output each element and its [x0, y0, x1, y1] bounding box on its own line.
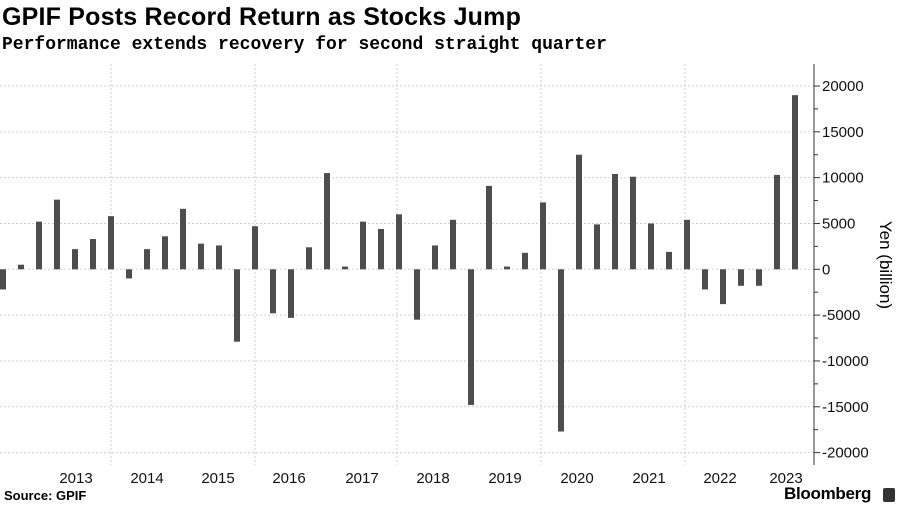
x-tick-label: 2018 [416, 470, 449, 487]
bar [324, 173, 330, 270]
bar [378, 228, 384, 270]
bar [720, 269, 726, 305]
bar [576, 154, 582, 270]
bar [522, 252, 528, 270]
bar [180, 208, 186, 270]
bar [36, 221, 42, 270]
bar [0, 269, 6, 290]
bar [774, 174, 780, 270]
x-tick-label: 2015 [201, 470, 234, 487]
bar [648, 223, 654, 270]
y-tick-label: -20000 [822, 445, 869, 462]
y-tick-label: -5000 [822, 307, 860, 324]
bar [432, 245, 438, 270]
bar [414, 269, 420, 320]
bloomberg-chart-icon [883, 488, 895, 502]
x-tick-label: 2017 [345, 470, 378, 487]
chart-subtitle: Performance extends recovery for second … [2, 35, 607, 55]
x-tick-label: 2021 [632, 470, 665, 487]
bar [666, 251, 672, 270]
bar [468, 269, 474, 405]
bar [396, 214, 402, 270]
bar [738, 269, 744, 286]
bar [108, 216, 114, 270]
x-tick-label: 2019 [488, 470, 521, 487]
x-tick-label: 2020 [560, 470, 593, 487]
bar [360, 221, 366, 270]
bar [702, 269, 708, 290]
bar [450, 219, 456, 270]
bar [342, 266, 348, 270]
source-note: Source: GPIF [4, 488, 87, 503]
x-tick-label: 2016 [272, 470, 305, 487]
bar [756, 269, 762, 286]
bar [216, 245, 222, 270]
y-tick-label: -15000 [822, 399, 869, 416]
bar [540, 202, 546, 270]
bar [486, 185, 492, 270]
bar [270, 269, 276, 314]
bar [162, 236, 168, 270]
y-tick-label: 5000 [822, 215, 855, 232]
bar [684, 219, 690, 270]
bar [792, 95, 798, 270]
x-tick-label: 2023 [769, 470, 802, 487]
y-tick-label: 0 [822, 261, 830, 278]
y-tick-label: 20000 [822, 78, 864, 95]
y-tick-label: -10000 [822, 353, 869, 370]
y-tick-label: 10000 [822, 170, 864, 187]
bar [612, 173, 618, 270]
bar [288, 269, 294, 318]
chart-title: GPIF Posts Record Return as Stocks Jump [2, 3, 522, 31]
bar [126, 269, 132, 279]
y-axis-label: Yen (billion) [876, 221, 895, 309]
bloomberg-logo: Bloomberg [784, 484, 872, 503]
bar [630, 176, 636, 270]
bar [234, 269, 240, 342]
bar [306, 247, 312, 270]
bar [504, 266, 510, 270]
bar [144, 249, 150, 270]
bar [594, 224, 600, 270]
bar [558, 269, 564, 432]
y-tick-label: 15000 [822, 124, 864, 141]
x-tick-label: 2013 [59, 470, 92, 487]
bar [54, 199, 60, 270]
bar [72, 249, 78, 270]
x-tick-label: 2014 [130, 470, 163, 487]
bar [18, 264, 24, 270]
bar [198, 243, 204, 270]
bar [252, 226, 258, 270]
x-tick-label: 2022 [703, 470, 736, 487]
bar [90, 239, 96, 270]
